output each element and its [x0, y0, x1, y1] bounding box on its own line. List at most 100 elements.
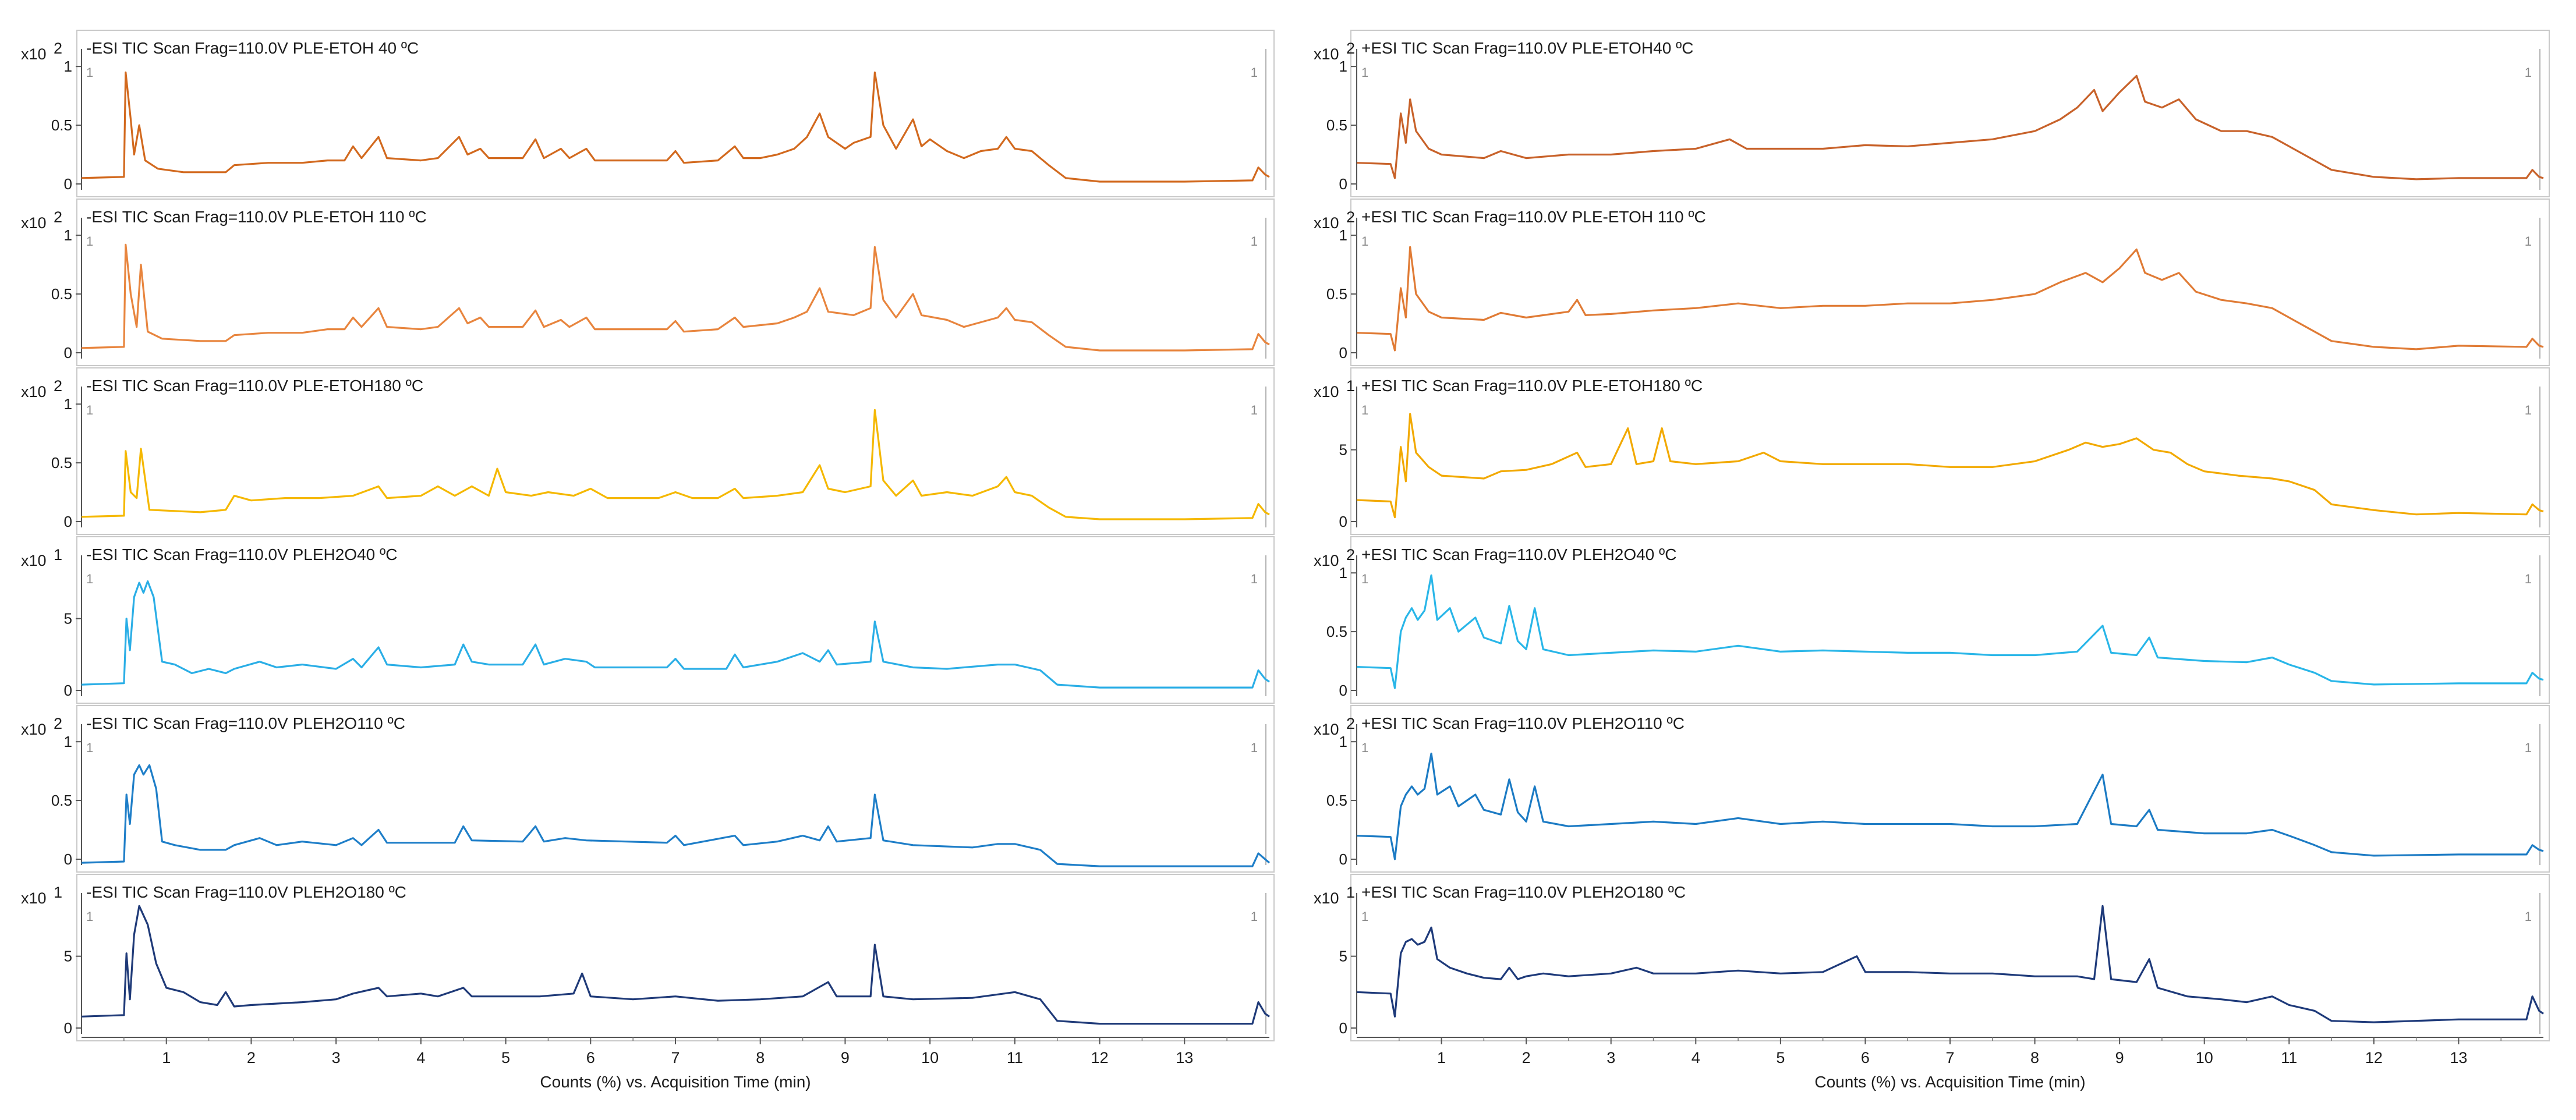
- y-tick-label-panel1-row3-1: 0.5: [51, 454, 72, 472]
- left-marker-label-panel1-row2: 1: [86, 234, 93, 249]
- right-marker-label-panel2-row3: 1: [2525, 403, 2532, 417]
- scale-base-panel2-row6: x10: [1314, 889, 1339, 907]
- y-tick-label-panel1-row1-2: 1: [64, 58, 72, 75]
- x-tick-label-panel2-12: 13: [2450, 1049, 2467, 1066]
- x-tick-label-panel2-8: 9: [2115, 1049, 2124, 1066]
- y-tick-label-panel1-row4-0: 0: [64, 682, 72, 699]
- x-tick-label-panel1-12: 13: [1176, 1049, 1193, 1066]
- subplot-title-panel2-row1: +ESI TIC Scan Frag=110.0V PLE-ETOH40 ºC: [1361, 39, 1694, 57]
- left-marker-label-panel1-row1: 1: [86, 65, 93, 80]
- subplot-frame-panel1-row2: [76, 199, 1275, 366]
- y-tick-label-panel1-row1-0: 0: [64, 175, 72, 193]
- y-tick-label-panel1-row6-1: 5: [64, 948, 72, 965]
- scale-base-panel1-row3: x10: [21, 383, 47, 400]
- subplot-title-panel2-row2: +ESI TIC Scan Frag=110.0V PLE-ETOH 110 º…: [1361, 208, 1706, 226]
- y-tick-label-panel2-row1-0: 0: [1339, 175, 1347, 193]
- right-marker-label-panel1-row6: 1: [1251, 909, 1258, 924]
- x-tick-label-panel2-6: 7: [1945, 1049, 1954, 1066]
- y-tick-label-panel2-row2-0: 0: [1339, 344, 1347, 361]
- scale-exponent-panel2-row4: 2: [1346, 546, 1355, 563]
- scale-exponent-panel1-row3: 2: [54, 377, 62, 395]
- x-tick-label-panel2-9: 10: [2196, 1049, 2213, 1066]
- right-marker-label-panel1-row2: 1: [1251, 234, 1258, 249]
- right-marker-label-panel1-row5: 1: [1251, 740, 1258, 755]
- x-tick-label-panel2-0: 1: [1437, 1049, 1446, 1066]
- y-tick-label-panel2-row2-2: 1: [1339, 226, 1347, 244]
- scale-exponent-panel1-row2: 2: [54, 208, 62, 226]
- x-tick-label-panel1-0: 1: [162, 1049, 171, 1066]
- y-tick-label-panel1-row3-2: 1: [64, 395, 72, 413]
- x-tick-label-panel1-8: 9: [841, 1049, 850, 1066]
- scale-base-panel1-row5: x10: [21, 721, 47, 738]
- scale-exponent-panel1-row5: 2: [54, 715, 62, 732]
- trace-line-panel1-row6: [81, 905, 1270, 1025]
- trace-line-panel2-row3: [1356, 413, 2544, 519]
- y-tick-label-panel1-row3-0: 0: [64, 513, 72, 530]
- right-marker-label-panel1-row4: 1: [1251, 572, 1258, 586]
- scale-base-panel2-row3: x10: [1314, 383, 1339, 400]
- subplot-title-panel2-row4: +ESI TIC Scan Frag=110.0V PLEH2O40 ºC: [1361, 545, 1676, 563]
- y-tick-label-panel1-row4-1: 5: [64, 610, 72, 628]
- y-tick-label-panel1-row5-1: 0.5: [51, 792, 72, 809]
- x-tick-label-panel2-11: 12: [2365, 1049, 2383, 1066]
- subplot-title-panel2-row3: +ESI TIC Scan Frag=110.0V PLE-ETOH180 ºC: [1361, 377, 1703, 395]
- scale-base-panel2-row2: x10: [1314, 214, 1339, 232]
- left-marker-label-panel2-row6: 1: [1361, 909, 1368, 924]
- y-tick-label-panel2-row6-0: 0: [1339, 1019, 1347, 1037]
- x-tick-label-panel1-6: 7: [671, 1049, 680, 1066]
- trace-line-panel1-row5: [81, 764, 1271, 867]
- scale-exponent-panel2-row6: 1: [1346, 884, 1355, 901]
- y-tick-label-panel1-row1-1: 0.5: [51, 116, 72, 134]
- scale-base-panel1-row6: x10: [21, 889, 47, 907]
- y-tick-label-panel1-row6-0: 0: [64, 1019, 72, 1037]
- left-marker-label-panel1-row5: 1: [86, 740, 93, 755]
- scale-base-panel2-row4: x10: [1314, 552, 1339, 569]
- left-marker-label-panel2-row4: 1: [1361, 572, 1368, 586]
- scale-exponent-panel2-row3: 1: [1346, 377, 1355, 395]
- trace-line-panel2-row6: [1356, 905, 2544, 1023]
- x-tick-label-panel1-11: 12: [1091, 1049, 1109, 1066]
- trace-line-panel2-row5: [1356, 752, 2544, 860]
- trace-line-panel2-row1: [1356, 75, 2544, 180]
- x-tick-label-panel2-3: 4: [1692, 1049, 1700, 1066]
- left-marker-label-panel2-row2: 1: [1361, 234, 1368, 249]
- y-tick-label-panel2-row4-0: 0: [1339, 682, 1347, 699]
- right-marker-label-panel1-row3: 1: [1251, 403, 1258, 417]
- subplot-title-panel1-row3: -ESI TIC Scan Frag=110.0V PLE-ETOH180 ºC: [86, 377, 423, 395]
- subplot-frame-panel1-row1: [76, 30, 1275, 197]
- subplot-frame-panel2-row1: [1350, 30, 2550, 197]
- y-tick-label-panel2-row5-2: 1: [1339, 733, 1347, 750]
- x-tick-label-panel1-10: 11: [1007, 1049, 1023, 1066]
- subplot-frame-panel1-row4: [76, 536, 1275, 704]
- y-tick-label-panel2-row2-1: 0.5: [1326, 285, 1347, 303]
- y-tick-label-panel2-row4-1: 0.5: [1326, 623, 1347, 640]
- x-tick-label-panel2-5: 6: [1861, 1049, 1870, 1066]
- y-tick-label-panel2-row5-1: 0.5: [1326, 792, 1347, 809]
- right-marker-label-panel2-row5: 1: [2525, 740, 2532, 755]
- subplot-title-panel2-row6: +ESI TIC Scan Frag=110.0V PLEH2O180 ºC: [1361, 883, 1686, 901]
- right-marker-label-panel2-row1: 1: [2525, 65, 2532, 80]
- trace-line-panel2-row2: [1356, 246, 2544, 352]
- left-marker-label-panel1-row4: 1: [86, 572, 93, 586]
- left-marker-label-panel2-row3: 1: [1361, 403, 1368, 417]
- trace-line-panel1-row4: [81, 580, 1270, 689]
- x-tick-label-panel1-5: 6: [586, 1049, 595, 1066]
- trace-line-panel2-row4: [1356, 574, 2544, 689]
- left-marker-label-panel2-row5: 1: [1361, 740, 1368, 755]
- scale-base-panel2-row5: x10: [1314, 721, 1339, 738]
- y-tick-label-panel2-row4-2: 1: [1339, 564, 1347, 582]
- subplot-title-panel1-row5: -ESI TIC Scan Frag=110.0V PLEH2O110 ºC: [86, 714, 405, 732]
- y-tick-label-panel1-row2-1: 0.5: [51, 285, 72, 303]
- x-tick-label-panel2-2: 3: [1607, 1049, 1615, 1066]
- subplot-frame-panel2-row4: [1350, 536, 2550, 704]
- y-tick-label-panel2-row3-0: 0: [1339, 513, 1347, 530]
- y-tick-label-panel2-row1-2: 1: [1339, 58, 1347, 75]
- scale-base-panel1-row4: x10: [21, 552, 47, 569]
- right-marker-label-panel2-row6: 1: [2525, 909, 2532, 924]
- x-axis-label-panel2: Counts (%) vs. Acquisition Time (min): [1814, 1073, 2085, 1091]
- y-tick-label-panel1-row5-2: 1: [64, 733, 72, 750]
- scale-exponent-panel1-row6: 1: [54, 884, 62, 901]
- subplot-frame-panel2-row5: [1350, 705, 2550, 873]
